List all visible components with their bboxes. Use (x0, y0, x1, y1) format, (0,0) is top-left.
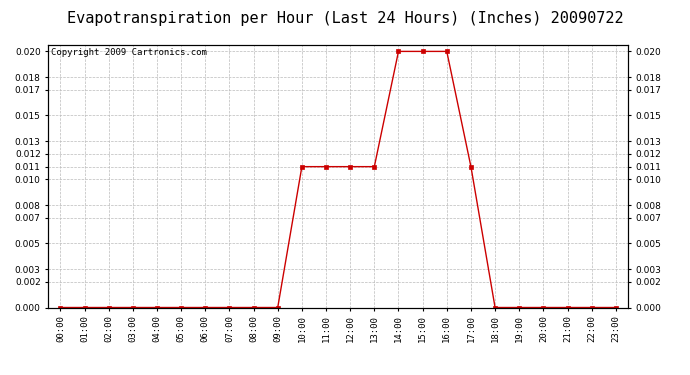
Text: Copyright 2009 Cartronics.com: Copyright 2009 Cartronics.com (51, 48, 207, 57)
Text: Evapotranspiration per Hour (Last 24 Hours) (Inches) 20090722: Evapotranspiration per Hour (Last 24 Hou… (67, 11, 623, 26)
